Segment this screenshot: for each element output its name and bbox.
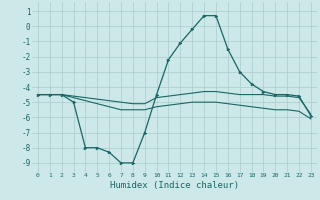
- X-axis label: Humidex (Indice chaleur): Humidex (Indice chaleur): [110, 181, 239, 190]
